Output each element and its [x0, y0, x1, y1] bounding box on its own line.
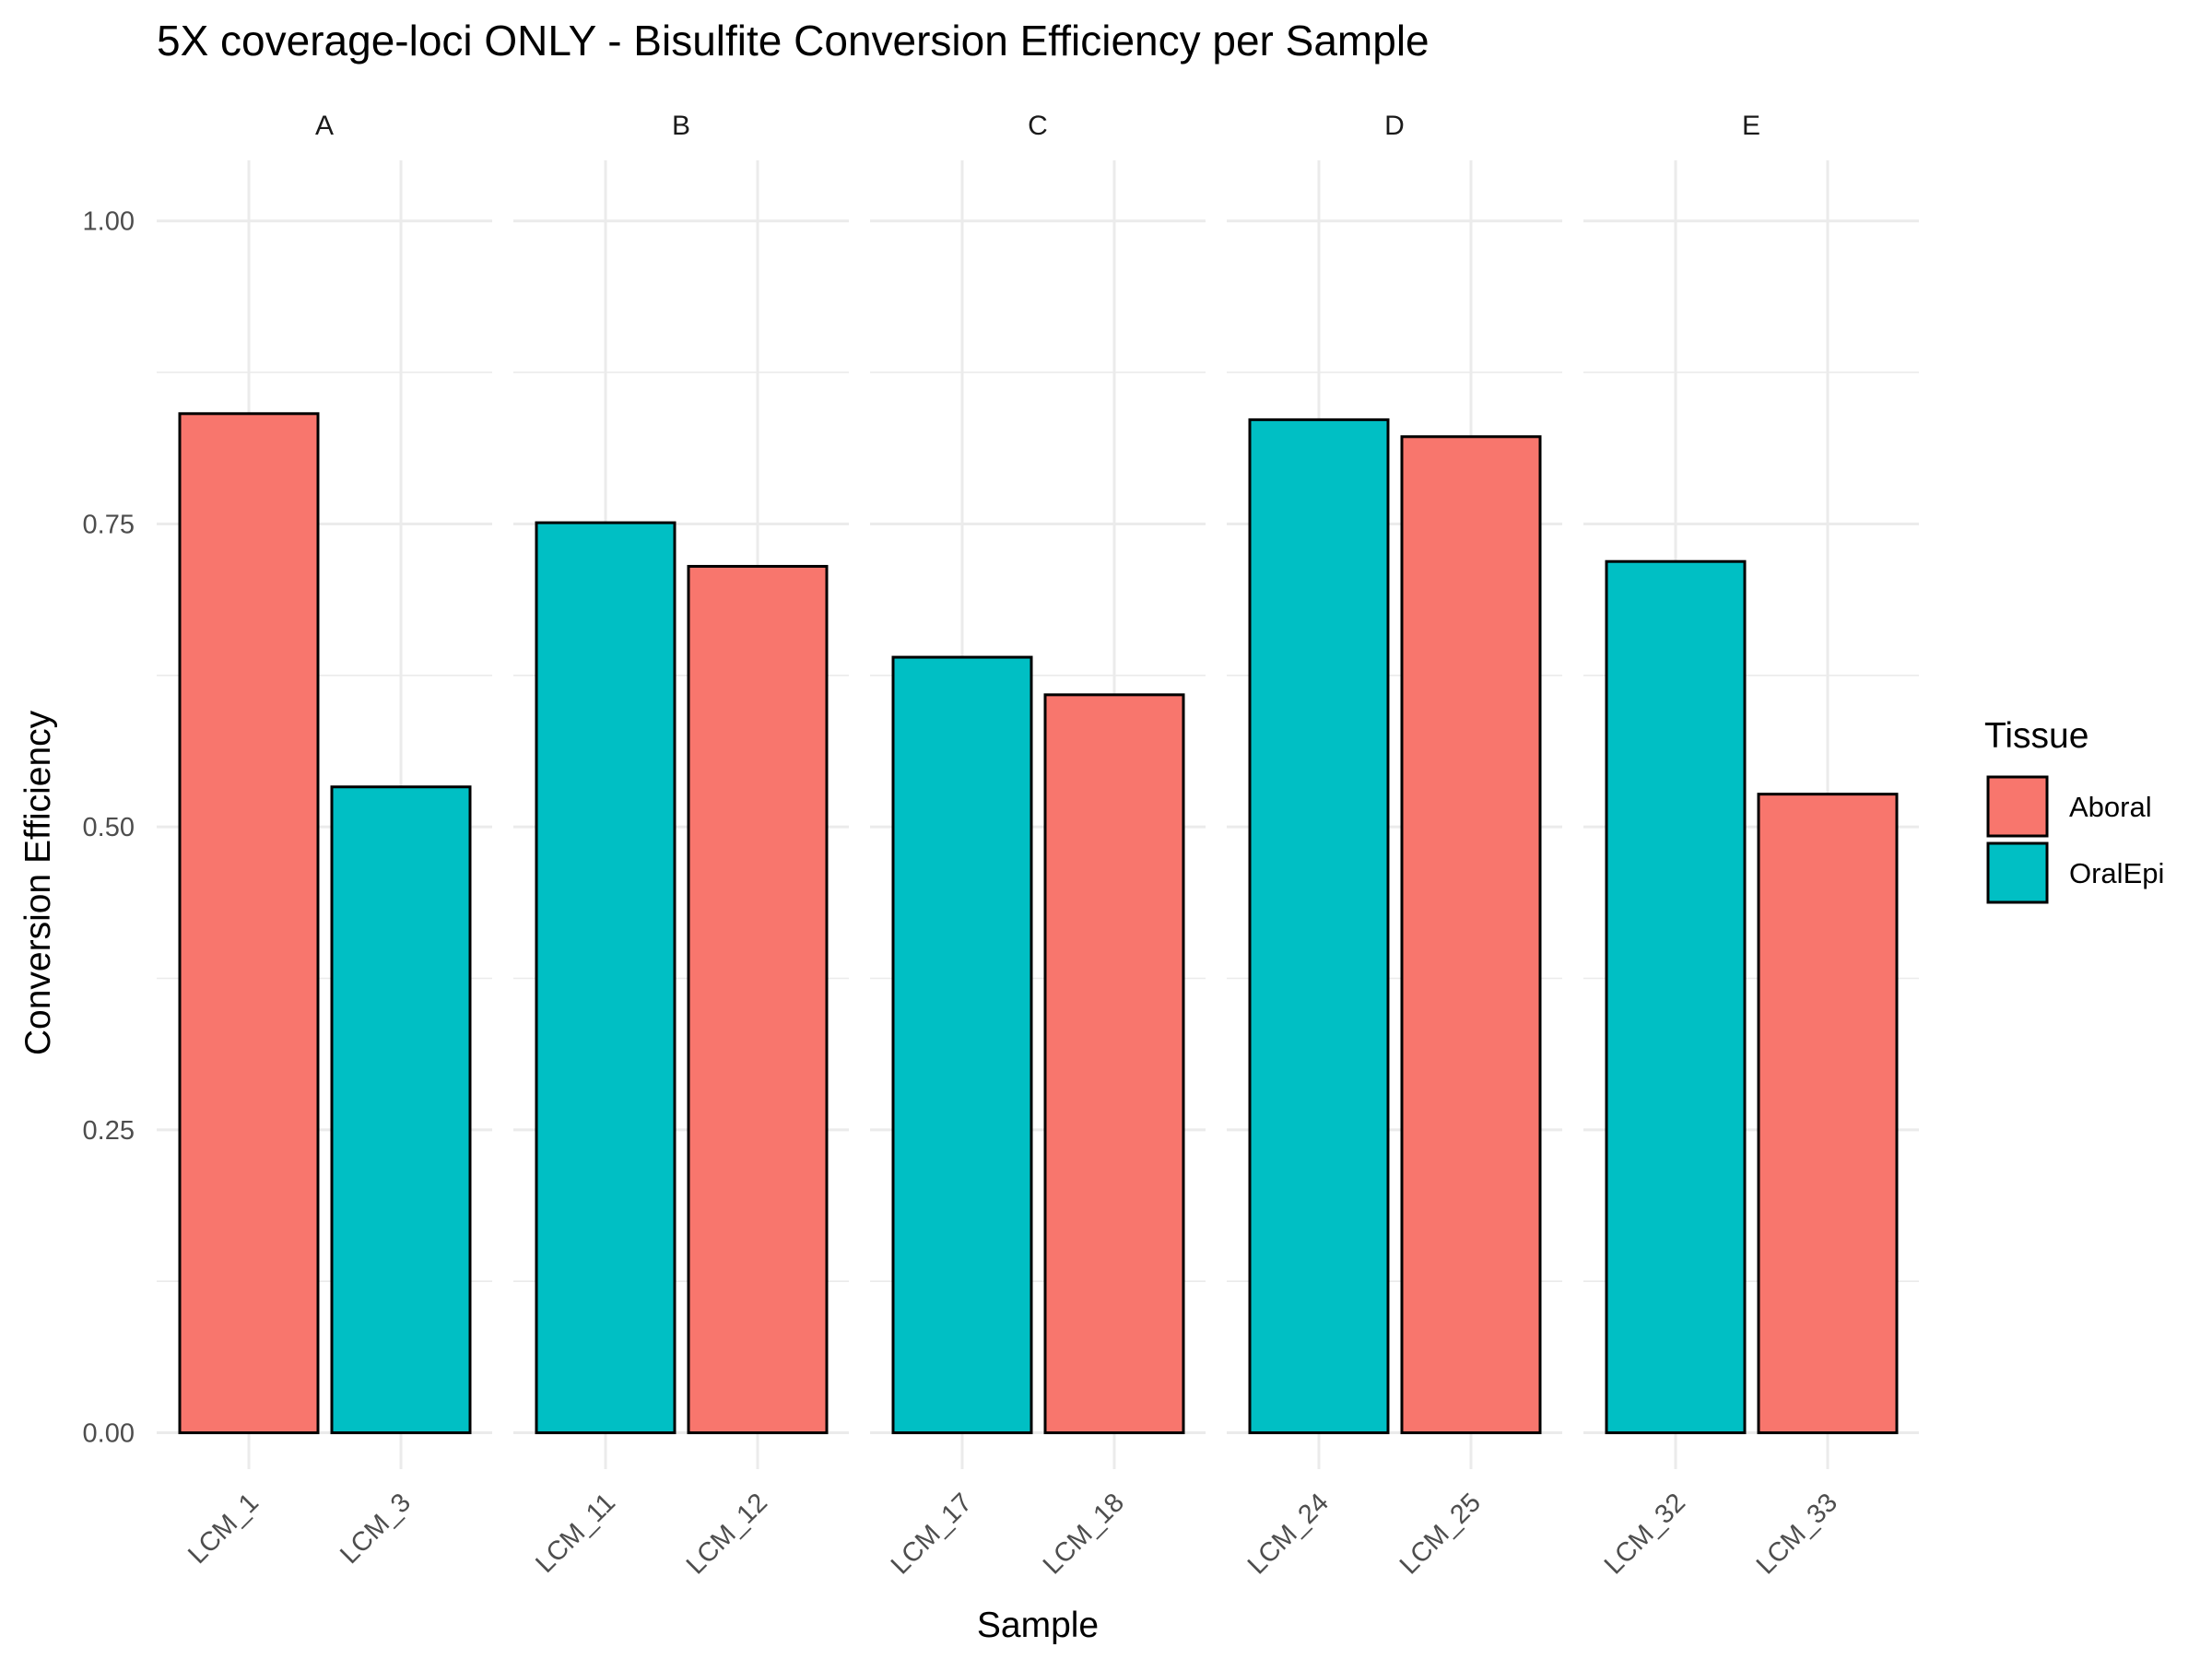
y-axis-ticks: 0.00 0.25 0.50 0.75 1.00 — [83, 207, 135, 1449]
x-tick-label: LCM_11 — [530, 1488, 621, 1579]
x-tick-label: LCM_32 — [1599, 1488, 1691, 1580]
x-tick-label: LCM_24 — [1242, 1488, 1335, 1580]
bar-lcm-12[interactable] — [687, 564, 829, 1435]
bar-lcm-1[interactable] — [178, 412, 320, 1435]
y-tick-label: 0.00 — [83, 1419, 135, 1449]
facet-strip-label: D — [1384, 111, 1405, 141]
facet-panel-c: C LCM_17 LCM_18 — [870, 111, 1206, 1580]
bar-lcm-18[interactable] — [1043, 693, 1185, 1435]
bar-lcm-11[interactable] — [535, 521, 677, 1435]
bar-lcm-24[interactable] — [1248, 418, 1390, 1435]
bar-lcm-32[interactable] — [1605, 559, 1747, 1435]
x-tick-label: LCM_25 — [1394, 1488, 1487, 1580]
x-axis-title: Sample — [977, 1606, 1099, 1645]
legend: Tissue Aboral OralEpi — [1984, 716, 2164, 904]
bar-lcm-17[interactable] — [891, 655, 1033, 1435]
facet-strip-label: B — [672, 111, 690, 141]
x-tick-label: LCM_1 — [182, 1488, 265, 1570]
x-tick-label: LCM_17 — [886, 1488, 978, 1580]
facet-panel-b: B LCM_11 LCM_12 — [513, 111, 849, 1580]
bar-lcm-3[interactable] — [330, 785, 472, 1435]
facet-strip-label: C — [1028, 111, 1048, 141]
x-tick-label: LCM_18 — [1038, 1488, 1130, 1580]
legend-label-aboral: Aboral — [2069, 791, 2152, 823]
bar-lcm-33[interactable] — [1757, 793, 1899, 1435]
chart-title: 5X coverage-loci ONLY - Bisulfite Conver… — [157, 17, 1430, 65]
bar-lcm-25[interactable] — [1400, 435, 1542, 1435]
facet-panel-e: E LCM_32 LCM_33 — [1583, 111, 1919, 1580]
legend-key-oralepi — [1986, 841, 2049, 904]
y-tick-label: 1.00 — [83, 207, 135, 237]
facet-panel-a: A LCM_1 LCM_3 — [157, 111, 492, 1570]
facet-panel-d: D LCM_24 LCM_25 — [1227, 111, 1562, 1580]
facet-strip-label: E — [1742, 111, 1760, 141]
x-tick-label: LCM_12 — [681, 1488, 773, 1580]
facet-panels: A LCM_1 LCM_3 B LCM_11 LCM_12 C LCM_17 LCM_18 D LC… — [157, 111, 1919, 1580]
y-tick-label: 0.75 — [83, 510, 135, 539]
legend-label-oralepi: OralEpi — [2069, 857, 2164, 889]
x-tick-label: LCM_3 — [335, 1488, 417, 1570]
legend-title: Tissue — [1984, 716, 2088, 756]
y-axis-title: Conversion Efficiency — [18, 710, 58, 1055]
x-tick-label: LCM_33 — [1751, 1488, 1843, 1580]
y-tick-label: 0.50 — [83, 813, 135, 842]
legend-key-aboral — [1986, 775, 2049, 838]
facet-strip-label: A — [315, 111, 334, 141]
y-tick-label: 0.25 — [83, 1116, 135, 1146]
